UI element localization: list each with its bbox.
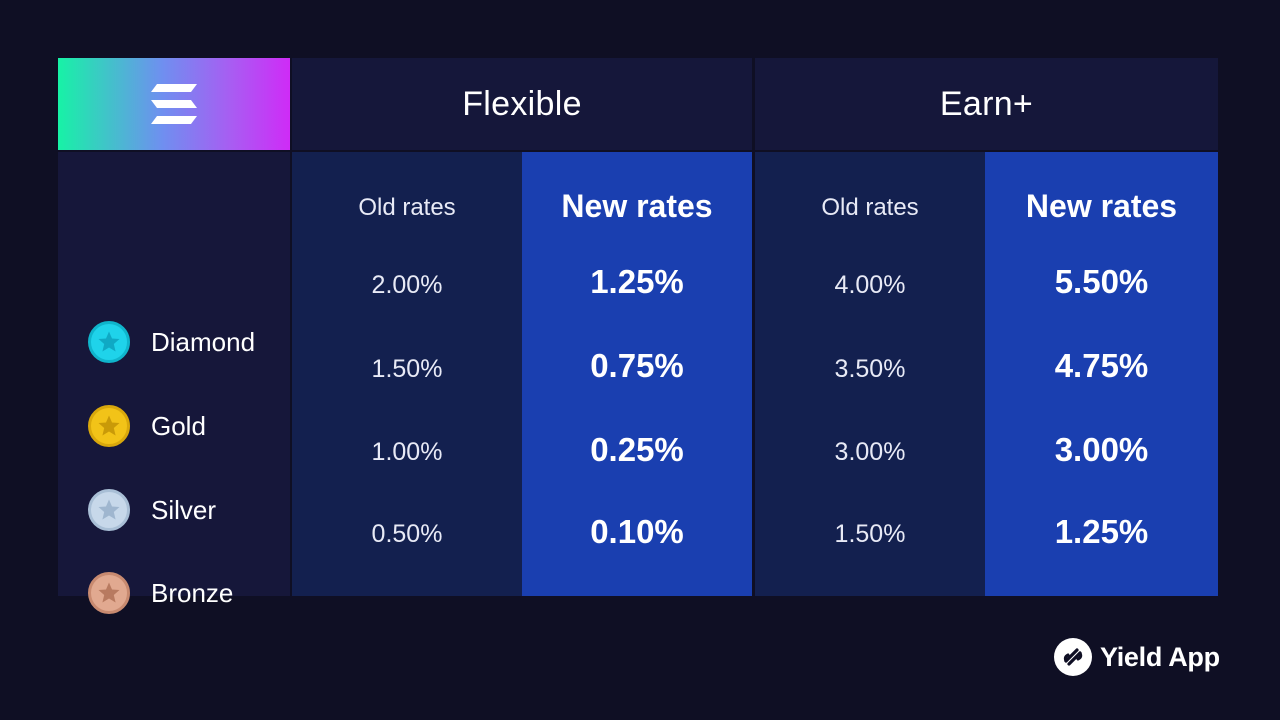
- tier-column: Diamond Gold Silver Bronze: [58, 152, 290, 614]
- earn-new-rates-label: New rates: [1025, 187, 1178, 224]
- earn-old-rates-column: Old rates 4.00% 3.50% 3.00% 1.50%: [755, 152, 985, 596]
- flexible-old-rates-column: Old rates 2.00% 1.50% 1.00% 0.50%: [292, 152, 522, 596]
- tier-label: Bronze: [151, 577, 234, 608]
- earn-old-bronze: 1.50%: [834, 519, 906, 548]
- flexible-new-silver: 0.25%: [590, 431, 684, 468]
- earn-new-diamond: 5.50%: [1054, 263, 1149, 300]
- earn-new-bronze: 1.25%: [1054, 513, 1149, 550]
- solana-logo-cell: [58, 58, 290, 150]
- flexible-old-diamond: 2.00%: [371, 270, 443, 299]
- earn-old-silver: 3.00%: [834, 437, 906, 466]
- flexible-old-bronze: 0.50%: [371, 519, 443, 548]
- rates-table: Flexible Earn+ Diamond Gold Silver: [58, 58, 1218, 614]
- flexible-header: Flexible: [292, 58, 752, 150]
- flexible-old-silver: 1.00%: [371, 437, 443, 466]
- tier-label: Diamond: [151, 326, 256, 357]
- diamond-star-icon: [88, 321, 130, 363]
- flexible-new-gold: 0.75%: [590, 347, 684, 384]
- solana-logo-icon: [151, 84, 197, 124]
- flexible-new-bronze: 0.10%: [590, 513, 684, 550]
- silver-star-icon: [88, 489, 130, 531]
- earn-new-gold: 4.75%: [1054, 347, 1149, 384]
- yield-app-logo-icon: [1054, 638, 1092, 676]
- tier-row-silver: Silver: [88, 489, 216, 531]
- earn-new-silver: 3.00%: [1054, 431, 1149, 468]
- yield-app-brand: Yield App: [1054, 638, 1220, 676]
- tier-row-bronze: Bronze: [88, 572, 233, 614]
- flexible-title: Flexible: [462, 84, 582, 123]
- earn-old-gold: 3.50%: [834, 354, 906, 383]
- flexible-new-rates-column: New rates 1.25% 0.75% 0.25% 0.10%: [522, 152, 752, 596]
- earn-new-rates-column: New rates 5.50% 4.75% 3.00% 1.25%: [985, 152, 1218, 596]
- tier-row-diamond: Diamond: [88, 321, 255, 363]
- earn-plus-header: Earn+: [755, 58, 1218, 150]
- earn-old-rates-label: Old rates: [821, 194, 919, 221]
- flexible-new-rates-label: New rates: [561, 187, 713, 224]
- earn-plus-title: Earn+: [939, 84, 1034, 123]
- flexible-new-diamond: 1.25%: [590, 263, 684, 300]
- tier-label: Silver: [151, 494, 217, 525]
- tier-label: Gold: [151, 410, 206, 441]
- bronze-star-icon: [88, 572, 130, 614]
- earn-old-diamond: 4.00%: [834, 270, 906, 299]
- flexible-old-rates-label: Old rates: [358, 194, 456, 221]
- gold-star-icon: [88, 405, 130, 447]
- flexible-old-gold: 1.50%: [371, 354, 443, 383]
- brand-name: Yield App: [1100, 641, 1220, 672]
- tier-row-gold: Gold: [88, 405, 206, 447]
